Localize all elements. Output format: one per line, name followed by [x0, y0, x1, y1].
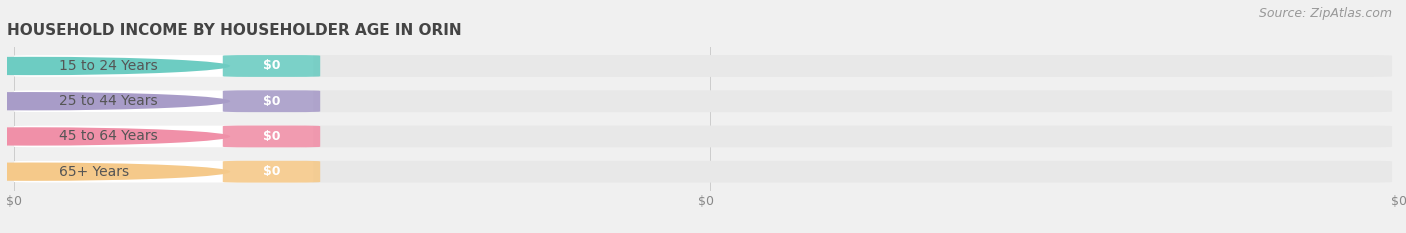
FancyBboxPatch shape — [222, 126, 321, 147]
Text: $0: $0 — [263, 95, 280, 108]
FancyBboxPatch shape — [14, 55, 1392, 77]
Text: 65+ Years: 65+ Years — [59, 165, 129, 179]
FancyBboxPatch shape — [14, 161, 1392, 183]
Ellipse shape — [0, 162, 231, 181]
Ellipse shape — [0, 57, 231, 75]
Text: $0: $0 — [263, 165, 280, 178]
Text: $0: $0 — [263, 130, 280, 143]
Ellipse shape — [0, 92, 231, 110]
FancyBboxPatch shape — [14, 161, 314, 183]
Text: 15 to 24 Years: 15 to 24 Years — [59, 59, 157, 73]
FancyBboxPatch shape — [14, 126, 1392, 147]
FancyBboxPatch shape — [222, 90, 321, 112]
Ellipse shape — [0, 127, 231, 146]
Text: 25 to 44 Years: 25 to 44 Years — [59, 94, 157, 108]
FancyBboxPatch shape — [14, 90, 314, 112]
FancyBboxPatch shape — [14, 55, 314, 77]
FancyBboxPatch shape — [14, 90, 1392, 112]
Text: HOUSEHOLD INCOME BY HOUSEHOLDER AGE IN ORIN: HOUSEHOLD INCOME BY HOUSEHOLDER AGE IN O… — [7, 24, 461, 38]
FancyBboxPatch shape — [222, 161, 321, 183]
FancyBboxPatch shape — [14, 126, 314, 147]
Text: $0: $0 — [263, 59, 280, 72]
Text: 45 to 64 Years: 45 to 64 Years — [59, 130, 157, 144]
FancyBboxPatch shape — [222, 55, 321, 77]
Text: Source: ZipAtlas.com: Source: ZipAtlas.com — [1258, 7, 1392, 20]
